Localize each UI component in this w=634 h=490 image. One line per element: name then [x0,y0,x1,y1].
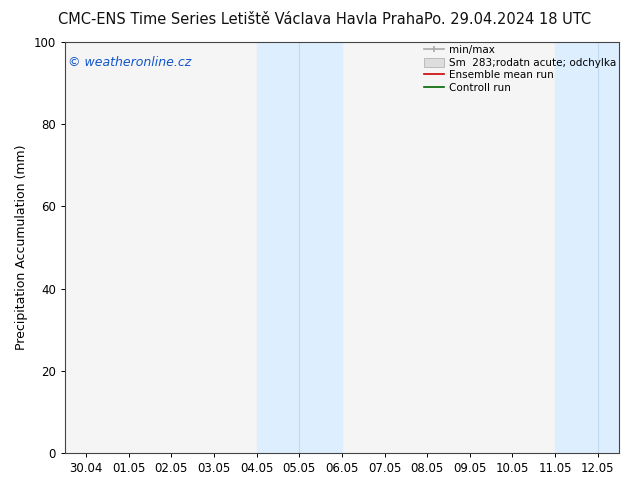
Bar [555,42,619,453]
Text: Po. 29.04.2024 18 UTC: Po. 29.04.2024 18 UTC [424,12,591,27]
Text: © weatheronline.cz: © weatheronline.cz [68,56,191,70]
Text: CMC-ENS Time Series Letiště Václava Havla Praha: CMC-ENS Time Series Letiště Václava Havl… [58,12,424,27]
Y-axis label: Precipitation Accumulation (mm): Precipitation Accumulation (mm) [15,145,28,350]
Legend: min/max, Sm  283;rodatn acute; odchylka, Ensemble mean run, Controll run: min/max, Sm 283;rodatn acute; odchylka, … [423,44,617,94]
Bar [257,42,342,453]
